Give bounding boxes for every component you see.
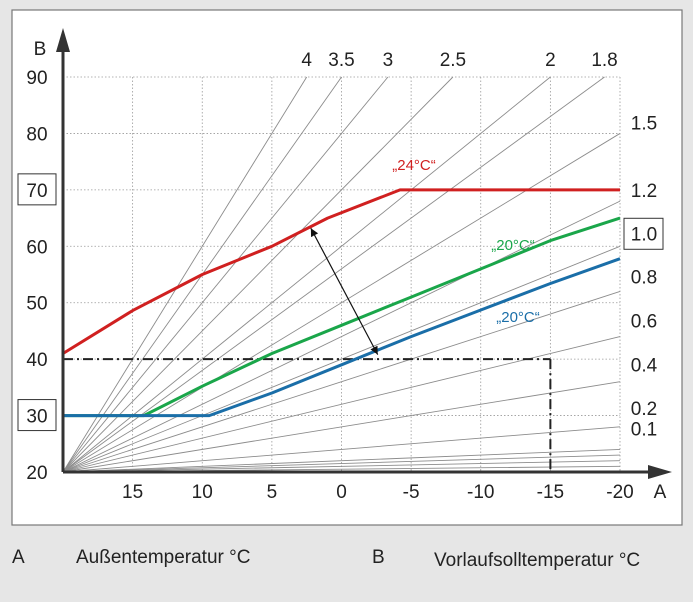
legend-b-key: B: [372, 547, 385, 568]
curve-slope-label-right: 1.5: [631, 113, 657, 134]
curve-slope-label-top: 4: [301, 50, 312, 71]
legend-a-text: Außentemperatur °C: [76, 547, 251, 568]
blue-20c-curve-label: „20°C“: [496, 309, 540, 326]
heating-curve-line: [62, 381, 621, 473]
x-tick-label: -20: [606, 482, 633, 503]
curve-slope-label-right: 0.2: [631, 399, 657, 420]
legend: A Außentemperatur °C B Vorlaufsolltemper…: [0, 545, 693, 602]
y-tick-label: 40: [26, 350, 47, 371]
y-axis-label: B: [34, 39, 47, 60]
x-tick-label: -15: [537, 482, 564, 503]
x-tick-label: 0: [336, 482, 347, 503]
x-axis-arrowhead: [648, 465, 672, 479]
green-20c-curve-label: „20°C“: [491, 237, 535, 254]
legend-a-key: A: [12, 547, 25, 568]
x-tick-label: 15: [122, 482, 143, 503]
heating-curve-line: [62, 76, 308, 473]
heating-curve-line: [62, 448, 621, 473]
x-tick-label: 10: [192, 482, 213, 503]
curve-slope-label-top: 3.5: [328, 50, 354, 71]
curve-slope-label-right: 1.2: [631, 181, 657, 202]
heating-curve-line: [62, 76, 551, 473]
heating-curve-line: [62, 76, 454, 473]
y-tick-label: 90: [26, 68, 47, 89]
curve-slope-label-right: 0.4: [631, 356, 658, 377]
y-tick-label: 70: [26, 181, 47, 202]
heating-curve-line: [62, 454, 621, 473]
red-24c-curve-label: „24°C“: [392, 157, 436, 174]
axes: [56, 28, 672, 479]
y-tick-label: 80: [26, 124, 47, 145]
x-tick-label: 5: [267, 482, 278, 503]
heating-curve-line: [62, 426, 621, 473]
y-tick-label: 50: [26, 294, 47, 315]
heating-curve-line: [62, 76, 389, 473]
y-tick-box: [17, 399, 57, 432]
y-tick-label: 60: [26, 237, 47, 258]
curve-slope-label-right: 0.6: [631, 312, 657, 333]
series-group: [62, 188, 621, 418]
y-tick-box: [17, 173, 57, 206]
x-tick-label: -5: [403, 482, 420, 503]
curve-slope-label-right: 1.0: [631, 224, 657, 245]
heating-curve-line: [62, 291, 621, 473]
curve-slope-label-right: 0.8: [631, 267, 657, 288]
reference-lines: [63, 358, 552, 472]
curve-slope-label-right: 0.1: [631, 419, 657, 440]
heating-curve-line: [62, 460, 621, 473]
x-axis-label: A: [654, 482, 667, 503]
curve-slope-label-top: 2.5: [440, 50, 466, 71]
y-tick-label: 30: [26, 407, 47, 428]
x-tick-label: -10: [467, 482, 494, 503]
red-24c-curve: [62, 188, 620, 355]
slope-label-box: [623, 217, 664, 250]
y-tick-label: 20: [26, 463, 47, 484]
heating-curve-line: [62, 245, 621, 473]
legend-b-text: Vorlaufsolltemperatur °C: [434, 550, 641, 571]
y-axis-arrowhead: [56, 28, 70, 52]
curve-slope-label-top: 1.8: [591, 50, 617, 71]
curve-slope-label-top: 3: [383, 50, 394, 71]
double-arrow: [310, 227, 379, 355]
curve-slope-label-top: 2: [545, 50, 556, 71]
